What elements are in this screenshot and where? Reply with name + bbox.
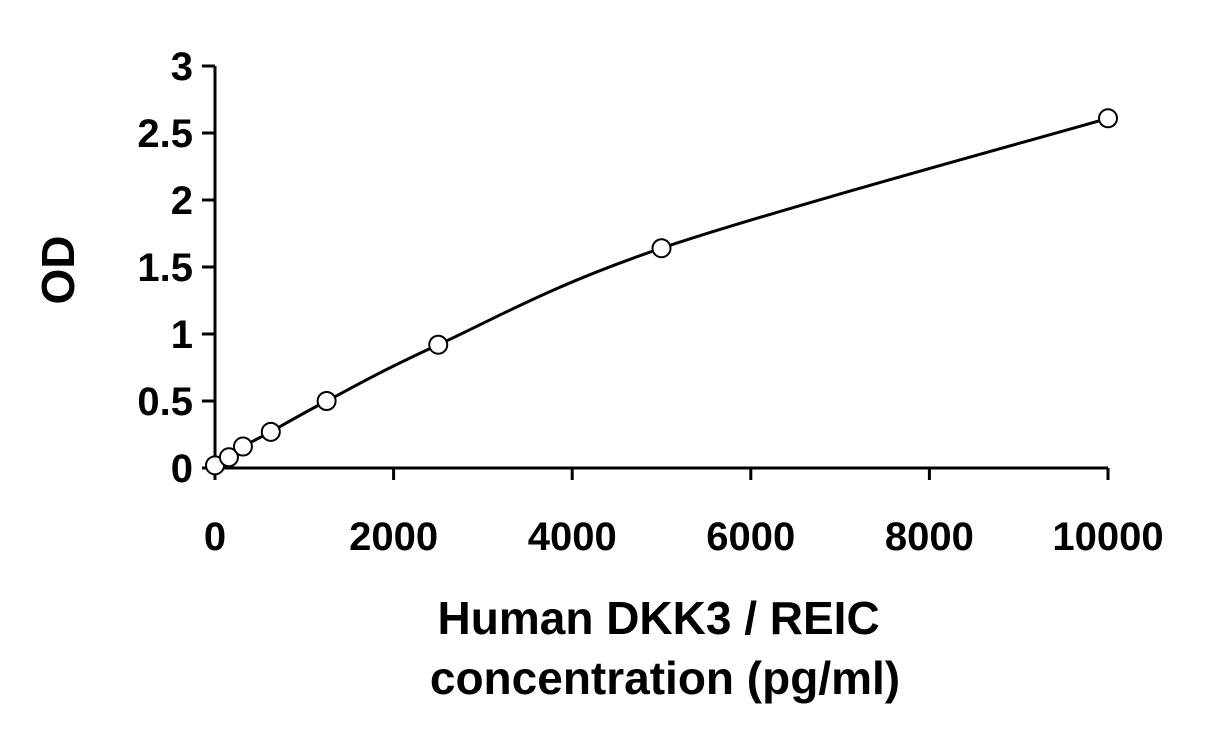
y-tick-label: 1.5 bbox=[137, 246, 193, 290]
data-point bbox=[260, 421, 281, 442]
y-tick-label: 2.5 bbox=[137, 112, 193, 156]
x-tick-label: 4000 bbox=[528, 515, 617, 559]
axes bbox=[213, 66, 1108, 480]
y-tick-label: 0.5 bbox=[137, 380, 193, 424]
x-tick-label: 8000 bbox=[885, 515, 974, 559]
fitted-curve bbox=[214, 116, 1109, 467]
y-tick-label: 3 bbox=[171, 45, 193, 89]
x-tick-label: 6000 bbox=[706, 515, 795, 559]
y-tick-label: 0 bbox=[171, 447, 193, 491]
data-point bbox=[651, 238, 672, 259]
data-point bbox=[316, 391, 337, 411]
data-points bbox=[205, 108, 1118, 476]
tick-marks bbox=[202, 64, 1110, 480]
data-point bbox=[218, 447, 239, 468]
tick-labels: 0 0.5 1 1.5 2 2.5 3 0 2000 4000 6000 8000 10000 bbox=[137, 45, 1163, 559]
data-point bbox=[428, 334, 449, 355]
data-point bbox=[1098, 108, 1118, 129]
y-tick-label: 1 bbox=[171, 313, 193, 357]
x-tick-label: 10000 bbox=[1052, 515, 1163, 559]
x-axis-title-line-2: concentration (pg/ml) bbox=[430, 652, 900, 704]
y-axis-title: OD bbox=[32, 236, 84, 305]
x-axis-title-line-1: Human DKK3 / REIC bbox=[438, 592, 880, 644]
x-axis-title: Human DKK3 / REIC concentration (pg/ml) bbox=[430, 592, 900, 704]
y-tick-label: 2 bbox=[171, 179, 193, 223]
x-tick-label: 0 bbox=[204, 515, 226, 559]
data-point bbox=[232, 436, 253, 457]
x-tick-label: 2000 bbox=[349, 515, 438, 559]
